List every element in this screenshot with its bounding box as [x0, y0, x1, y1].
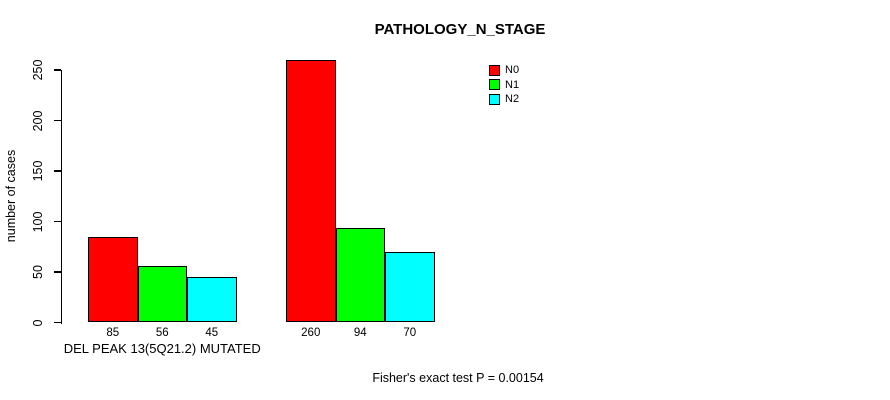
bar-n1-group2	[335, 227, 385, 323]
bar-value-label: 94	[353, 327, 367, 339]
y-tick	[53, 170, 61, 172]
bar-value-label: 70	[403, 327, 417, 339]
bar-n1-group1	[137, 265, 187, 323]
bar-n2-group1	[187, 277, 237, 323]
y-axis-title: number of cases	[4, 149, 18, 243]
bar-value-label: 260	[301, 327, 321, 339]
y-axis-line	[60, 70, 62, 324]
y-tick-label: 250	[31, 59, 45, 81]
y-tick	[53, 321, 61, 324]
bar-n0-group2	[286, 59, 336, 323]
legend-item: N0	[489, 64, 519, 76]
legend-swatch-n1	[489, 79, 500, 90]
y-tick	[53, 220, 61, 223]
bar-n2-group2	[385, 251, 435, 323]
bar-value-label: 85	[106, 327, 120, 339]
legend-item: N2	[489, 93, 519, 105]
y-tick-label: 100	[31, 211, 45, 232]
bar-value-label: 56	[155, 327, 169, 339]
stat-annotation: Fisher's exact test P = 0.00154	[372, 371, 544, 385]
bar-n0-group1	[88, 236, 138, 323]
legend-label: N0	[505, 64, 520, 76]
legend: N0 N1 N2	[489, 64, 519, 108]
y-tick-label: 50	[31, 265, 45, 279]
y-tick-label: 200	[31, 110, 45, 131]
legend-label: N1	[505, 78, 520, 91]
y-tick-label: 0	[31, 319, 45, 326]
group-label: DEL PEAK 13(5Q21.2) MUTATED	[63, 340, 261, 356]
legend-swatch-n0	[489, 64, 500, 76]
legend-label: N2	[505, 93, 520, 105]
chart-title: PATHOLOGY_N_STAGE	[374, 21, 546, 38]
legend-swatch-n2	[489, 93, 500, 105]
y-tick-label: 150	[31, 160, 45, 182]
bar-value-label: 45	[205, 327, 219, 339]
y-tick	[53, 69, 61, 71]
y-tick	[53, 119, 61, 122]
legend-item: N1	[489, 79, 519, 91]
y-tick	[53, 271, 61, 273]
